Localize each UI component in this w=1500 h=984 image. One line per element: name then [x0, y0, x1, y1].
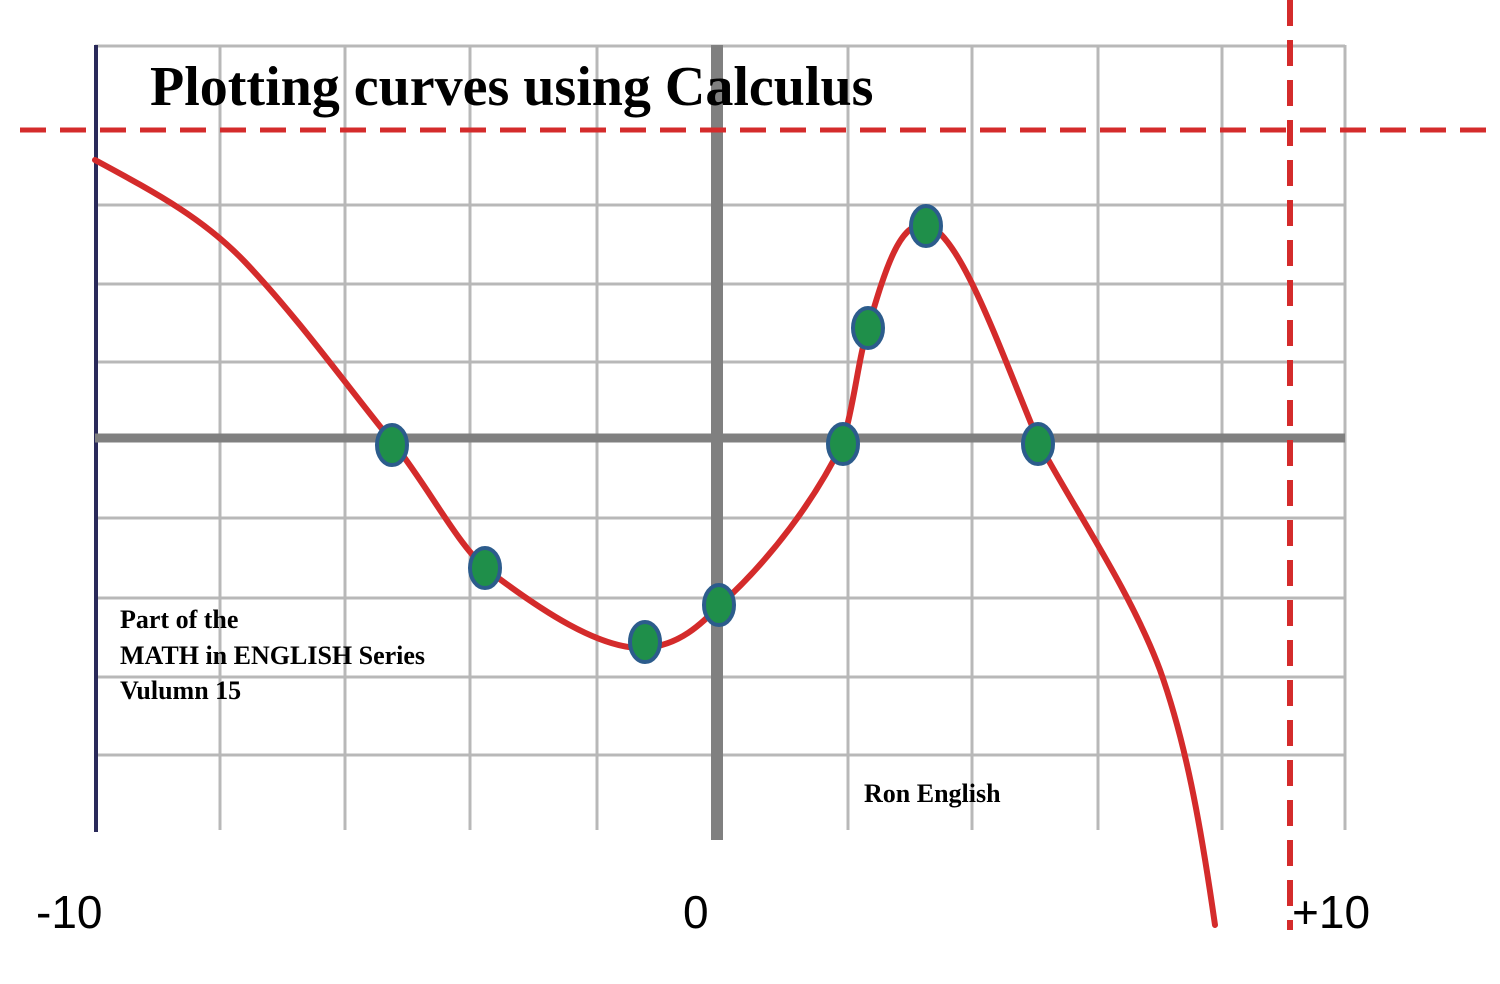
axis-label: -10 [36, 886, 102, 938]
curve [92, 157, 1218, 928]
point [851, 306, 885, 350]
series-note: Part of the [120, 605, 238, 634]
axis-label: 0 [683, 886, 709, 938]
series-note: Vulumn 15 [120, 676, 241, 705]
points [375, 204, 1055, 664]
author: Ron English [864, 779, 1001, 808]
point [628, 620, 662, 664]
point [375, 423, 409, 467]
point [826, 422, 860, 466]
point [909, 204, 943, 248]
point [702, 583, 736, 627]
point [468, 546, 502, 590]
point [1021, 422, 1055, 466]
series-note: MATH in ENGLISH Series [120, 641, 425, 670]
title: Plotting curves using Calculus [150, 56, 873, 118]
axis-label: +10 [1292, 886, 1370, 938]
